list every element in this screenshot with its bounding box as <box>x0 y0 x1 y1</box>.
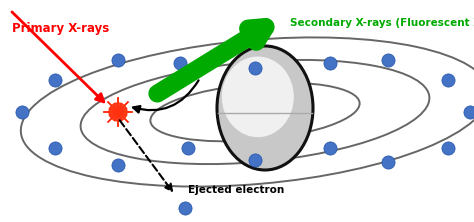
Point <box>466 110 474 114</box>
Point <box>114 58 122 62</box>
Point <box>326 146 334 150</box>
Circle shape <box>109 103 127 121</box>
Point <box>251 40 259 44</box>
Point <box>384 58 392 62</box>
Point <box>384 160 392 164</box>
Text: Secondary X-rays (Fluorescent X-rays): Secondary X-rays (Fluorescent X-rays) <box>290 18 474 28</box>
Ellipse shape <box>222 57 294 137</box>
Point <box>444 78 452 82</box>
Ellipse shape <box>217 46 313 170</box>
Point <box>251 66 259 70</box>
Point <box>326 61 334 65</box>
Point <box>176 61 184 65</box>
Text: Ejected electron: Ejected electron <box>188 185 284 195</box>
Point <box>251 158 259 162</box>
Text: Primary X-rays: Primary X-rays <box>12 22 109 35</box>
Point <box>51 146 59 150</box>
Point <box>18 110 26 114</box>
Point <box>51 78 59 82</box>
Point <box>444 146 452 150</box>
Point <box>181 206 189 210</box>
Point <box>184 146 192 150</box>
Point <box>114 163 122 167</box>
